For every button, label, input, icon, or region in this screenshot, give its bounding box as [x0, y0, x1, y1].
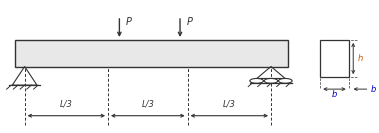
Text: L/3: L/3: [141, 99, 154, 108]
Circle shape: [250, 78, 263, 83]
Bar: [15, 40, 288, 66]
Text: P: P: [126, 17, 132, 27]
Text: L/3: L/3: [60, 99, 73, 108]
Text: h: h: [358, 54, 363, 63]
Bar: [320, 40, 349, 77]
Text: L/3: L/3: [223, 99, 236, 108]
Text: b: b: [371, 85, 376, 94]
Circle shape: [264, 78, 278, 83]
Circle shape: [279, 78, 292, 83]
Text: P: P: [187, 17, 193, 27]
Text: b: b: [332, 90, 337, 99]
